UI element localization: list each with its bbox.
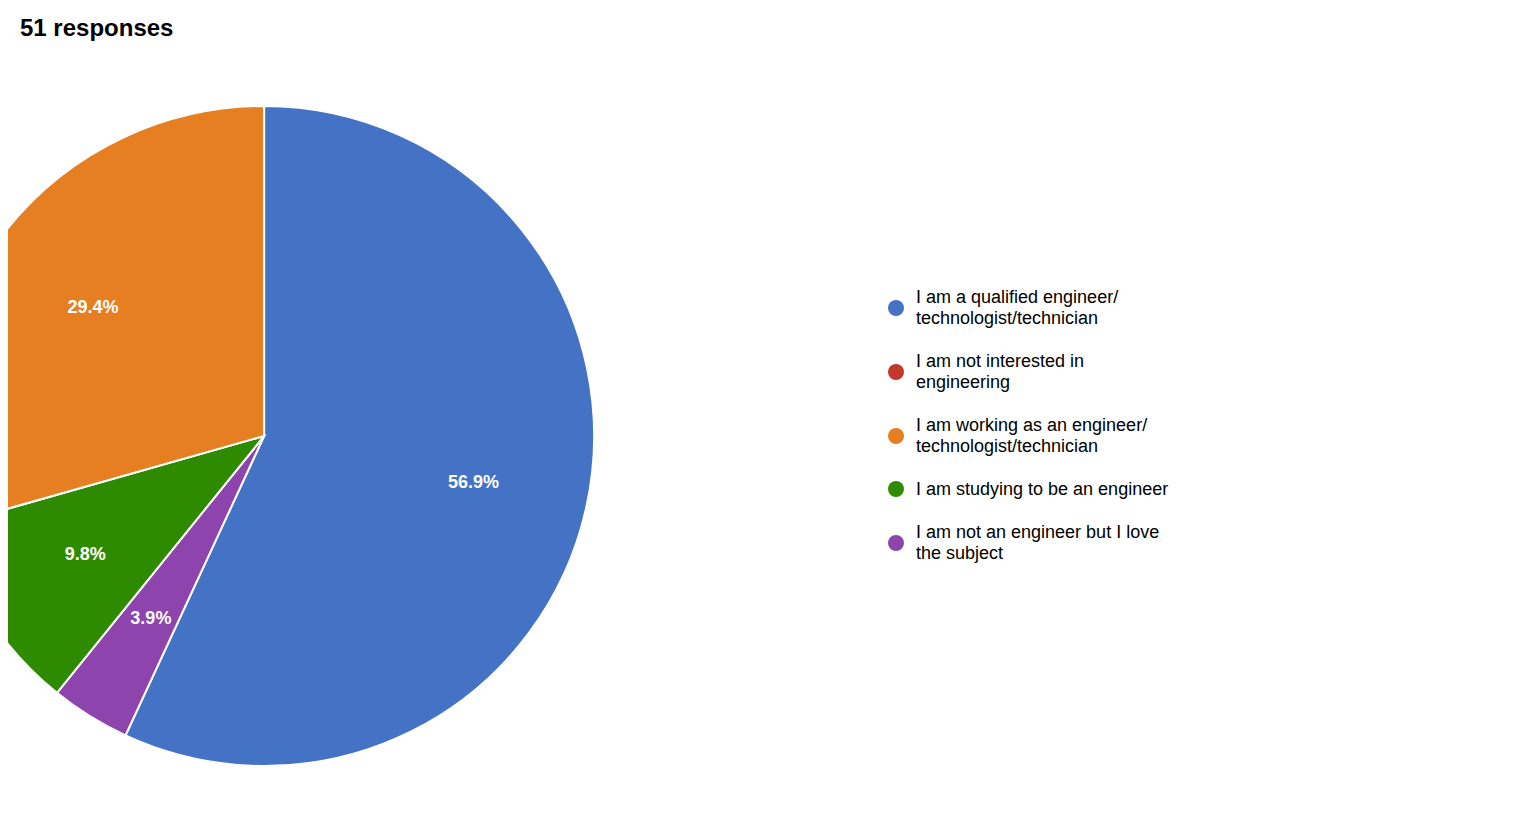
html-text:the subject: the subject	[916, 542, 1004, 563]
svg-text:29.4%: 29.4%	[67, 297, 118, 317]
html-text:technologist/technician: technologist/technician	[916, 435, 1099, 456]
html-text:engineering: engineering	[916, 371, 1011, 392]
html-text:I am not interested in: I am not interested in	[916, 350, 1085, 371]
html-text:I am not an engineer but I lov: I am not an engineer but I love	[916, 521, 1160, 542]
svg-text:3.9%: 3.9%	[130, 608, 171, 628]
html-text:I am studying to be an enginee: I am studying to be an engineer	[916, 478, 1169, 499]
svg-text:56.9%: 56.9%	[448, 472, 499, 492]
html-text:technologist/technician: technologist/technician	[916, 307, 1099, 328]
svg-text:9.8%: 9.8%	[65, 544, 106, 564]
html-text:51 responses: 51 responses	[20, 14, 174, 41]
html-text:I am working as an engineer/: I am working as an engineer/	[916, 414, 1148, 435]
html-text:I am a qualified engineer/: I am a qualified engineer/	[916, 286, 1119, 307]
